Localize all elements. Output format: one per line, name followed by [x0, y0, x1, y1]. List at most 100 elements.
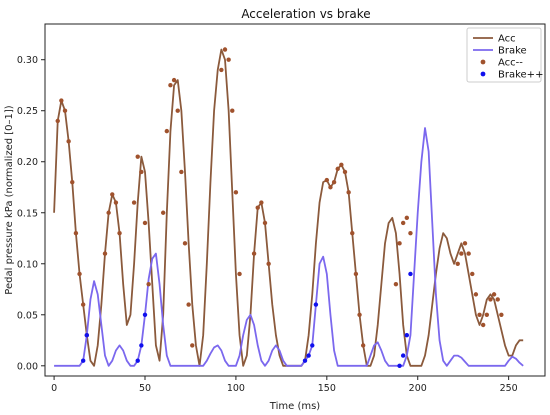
data-point-acc- [393, 281, 399, 287]
data-point-acc- [146, 281, 151, 287]
legend-swatch [480, 71, 486, 77]
data-point-acc- [226, 57, 231, 62]
legend-label: Brake++ [498, 70, 543, 81]
data-point-acc- [182, 241, 188, 246]
points-layer [55, 47, 504, 368]
data-point-acc- [237, 271, 242, 277]
data-point-acc- [266, 261, 271, 266]
data-point-acc- [495, 297, 500, 302]
x-tick-label: 50 [139, 383, 151, 394]
x-tick-label: 100 [227, 383, 245, 394]
data-point-acc- [73, 230, 79, 236]
series-line-acc [53, 48, 524, 367]
data-point-acc- [339, 162, 344, 167]
data-point-acc- [219, 67, 224, 73]
data-point-brake- [397, 363, 402, 368]
data-point-acc- [222, 47, 228, 52]
y-tick-label: 0.10 [17, 259, 38, 270]
data-point-acc- [350, 230, 355, 236]
data-point-acc- [131, 200, 137, 205]
data-point-acc- [342, 169, 348, 175]
chart-title: Acceleration vs brake [241, 7, 370, 21]
data-point-acc- [459, 251, 464, 256]
y-tick-label: 0.05 [17, 310, 38, 321]
data-point-acc- [480, 322, 486, 328]
plot-area: 0.00 0.05 0.10 0.15 0.20 0.25 0.30 0 50 100 150 20… [17, 23, 546, 394]
data-point-acc- [255, 205, 260, 210]
data-point-acc- [462, 241, 468, 246]
plot-frame [44, 23, 546, 377]
data-point-acc- [102, 251, 108, 256]
data-point-acc- [331, 179, 337, 185]
data-point-brake- [139, 343, 144, 348]
data-point-brake- [80, 358, 86, 363]
data-point-acc- [404, 215, 410, 221]
data-point-brake- [306, 353, 311, 358]
y-tick-label: 0.20 [17, 157, 38, 168]
y-tick-label: 0.00 [17, 361, 38, 372]
data-point-acc- [59, 98, 64, 103]
data-point-acc- [70, 179, 75, 185]
data-point-acc- [186, 302, 191, 307]
data-point-acc- [160, 210, 166, 215]
data-point-brake- [408, 271, 413, 277]
data-point-acc- [400, 220, 406, 226]
data-point-acc- [175, 108, 180, 113]
x-axis-label: Time (ms) [269, 401, 321, 412]
data-point-acc- [117, 230, 122, 236]
legend-label: Acc [498, 34, 516, 45]
legend-frame [466, 27, 542, 83]
data-point-brake- [135, 358, 140, 363]
data-point-acc- [397, 241, 402, 246]
data-point-acc- [190, 343, 195, 348]
data-point-brake- [302, 358, 308, 363]
data-point-acc- [62, 108, 68, 113]
data-point-brake- [313, 302, 319, 307]
data-point-acc- [328, 185, 333, 190]
data-point-acc- [164, 128, 170, 134]
data-point-acc- [259, 200, 264, 205]
data-point-acc- [233, 190, 239, 195]
data-point-acc- [106, 210, 111, 215]
data-point-brake- [400, 353, 406, 358]
data-point-acc- [466, 251, 471, 256]
data-point-brake- [404, 332, 410, 338]
y-tick-label: 0.15 [17, 208, 38, 219]
data-point-brake- [310, 343, 315, 348]
data-point-acc- [251, 251, 257, 256]
data-point-acc- [110, 192, 115, 197]
y-tick-label: 0.30 [17, 55, 38, 66]
legend-label: Acc-- [498, 58, 523, 69]
y-axis: 0.00 0.05 0.10 0.15 0.20 0.25 0.30 [17, 55, 45, 372]
y-axis-label: Pedal pressure kPa (normalized [0–1]) [4, 105, 15, 294]
data-point-acc- [360, 343, 366, 348]
data-point-acc- [171, 77, 177, 83]
data-point-acc- [262, 220, 268, 226]
data-point-acc- [66, 139, 71, 144]
data-point-acc- [230, 108, 235, 113]
data-point-acc- [77, 271, 82, 277]
data-point-acc- [484, 312, 490, 317]
data-point-acc- [179, 169, 184, 175]
data-point-acc- [142, 220, 148, 226]
data-point-brake- [84, 332, 90, 338]
data-point-acc- [324, 177, 330, 183]
data-point-acc- [455, 261, 460, 266]
legend-swatch [480, 59, 486, 65]
data-point-acc- [80, 302, 86, 307]
data-point-acc- [499, 312, 504, 317]
data-point-acc- [335, 166, 340, 172]
x-tick-label: 150 [318, 383, 336, 394]
data-point-acc- [113, 200, 119, 205]
x-axis: 0 50 100 150 200 250 [51, 376, 518, 394]
data-point-acc- [135, 154, 140, 159]
legend-label: Brake [498, 46, 527, 57]
data-point-acc- [353, 271, 359, 277]
data-point-acc- [168, 83, 173, 88]
data-point-acc- [491, 292, 497, 297]
data-point-acc- [408, 230, 413, 236]
series-layer [53, 48, 524, 367]
